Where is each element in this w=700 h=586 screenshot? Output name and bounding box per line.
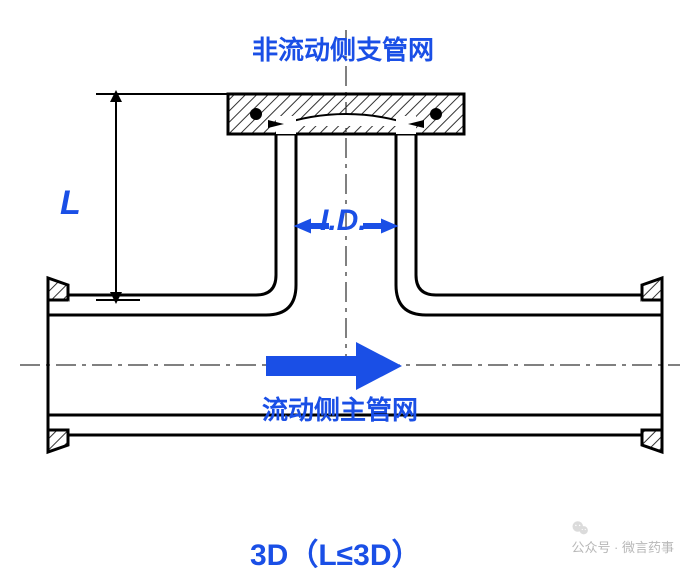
- label-L: L: [60, 184, 81, 223]
- label-flow: 流动侧主管网: [262, 390, 418, 427]
- flow-arrow: [266, 342, 402, 390]
- label-formula: 3D（L≤3D）: [250, 530, 422, 574]
- blind-flange: [228, 94, 464, 134]
- watermark-text: 公众号 · 微言药事: [571, 540, 674, 555]
- pipe-diagram: [0, 0, 700, 586]
- label-top: 非流动侧支管网: [252, 30, 434, 67]
- label-ID: I.D.: [320, 204, 367, 238]
- watermark: 公众号 · 微言药事: [571, 519, 674, 556]
- wechat-icon: [571, 519, 589, 537]
- dim-L: [96, 94, 228, 300]
